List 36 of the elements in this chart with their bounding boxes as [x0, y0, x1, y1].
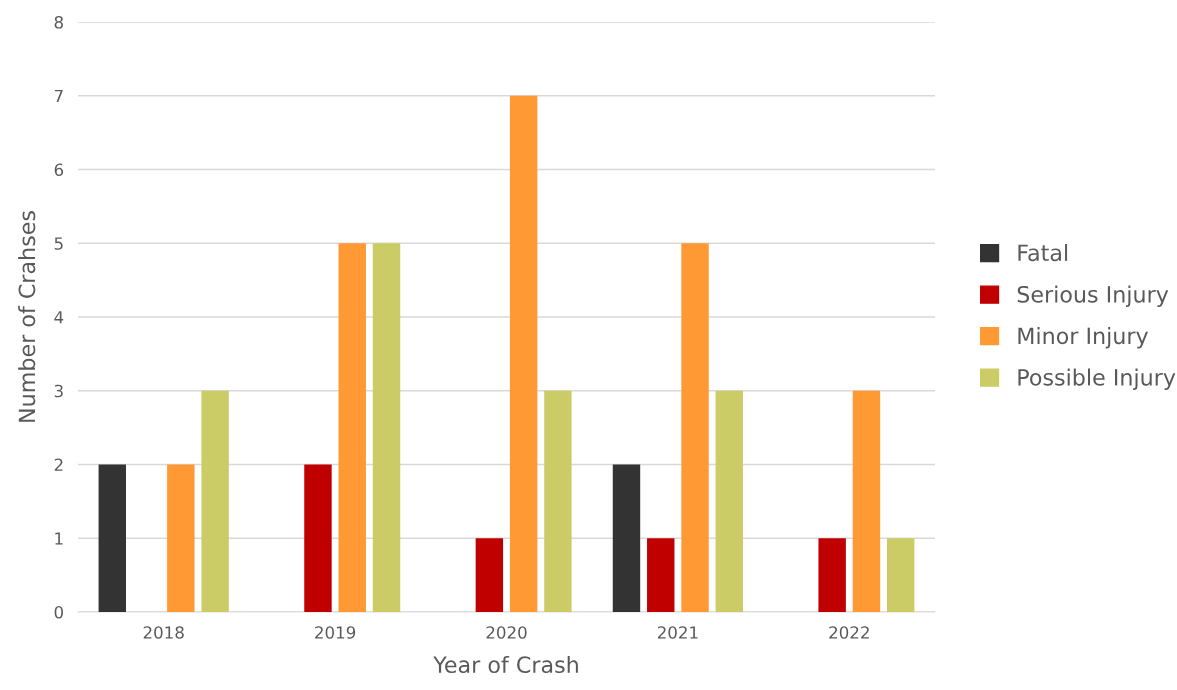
bar: [509, 95, 538, 612]
y-tick-label: 8: [54, 15, 63, 29]
bar: [715, 390, 744, 612]
bar: [304, 464, 332, 612]
x-axis-title: Year of Crash: [433, 655, 578, 674]
y-tick-label: 7: [54, 89, 63, 103]
y-tick-label: 5: [54, 237, 63, 250]
bar: [647, 538, 675, 612]
y-axis-title: Number of Crahses: [18, 211, 36, 422]
legend-label: Serious Injury: [1017, 285, 1169, 307]
bar: [338, 243, 366, 612]
bar: [201, 390, 229, 612]
x-tick-label: 2019: [315, 626, 356, 639]
x-tick-label: 2018: [143, 626, 184, 639]
bar: [475, 538, 504, 612]
bar: [612, 464, 641, 612]
y-tick-label: 4: [54, 311, 64, 324]
legend-label: Minor Injury: [1018, 327, 1149, 349]
x-tick-label: 2020: [486, 626, 527, 639]
y-tick-label: 0: [54, 605, 63, 619]
bar: [544, 390, 572, 612]
bar: [818, 538, 846, 612]
bar: [887, 538, 915, 612]
legend-label: Possible Injury: [1018, 368, 1176, 391]
legend-label: Fatal: [1018, 243, 1068, 262]
y-tick-label: 2: [54, 458, 63, 471]
y-tick-label: 1: [55, 532, 63, 545]
bar: [681, 243, 709, 612]
y-tick-label: 3: [54, 384, 63, 398]
bar: [372, 243, 401, 612]
y-tick-label: 6: [54, 163, 64, 177]
bar: [98, 464, 126, 612]
bar: [852, 390, 881, 612]
x-tick-label: 2022: [829, 626, 869, 639]
bar: [167, 464, 195, 612]
x-tick-label: 2021: [657, 626, 698, 639]
